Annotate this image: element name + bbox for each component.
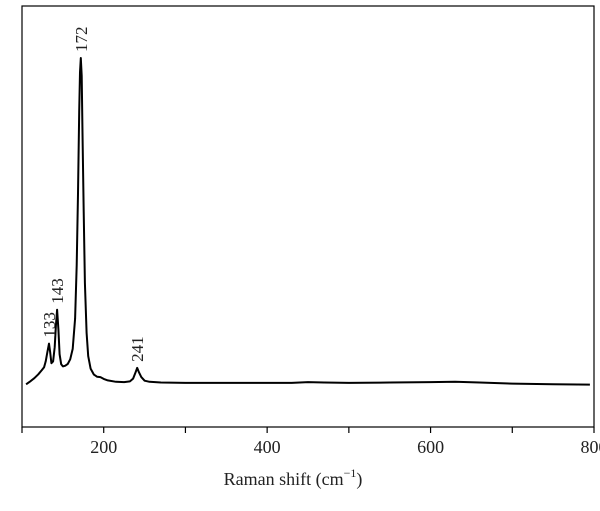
x-tick-label: 800 <box>581 437 600 457</box>
x-axis-title-main: Raman shift (cm <box>224 469 344 490</box>
peak-label: 143 <box>48 278 67 304</box>
x-tick-label: 200 <box>90 437 117 457</box>
x-axis-title: Raman shift (cm−1) <box>224 466 363 490</box>
x-axis-title-close: ) <box>356 469 362 490</box>
x-tick-label: 600 <box>417 437 444 457</box>
peak-label: 241 <box>128 336 147 362</box>
spectrum-line <box>25 57 590 386</box>
x-tick-label: 400 <box>254 437 281 457</box>
plot-frame <box>21 5 595 428</box>
peak-labels: 133 143 172 241 <box>40 27 147 362</box>
x-axis-ticks <box>21 427 595 433</box>
x-axis-tick-labels: 200 400 600 800 <box>90 437 600 457</box>
x-axis-title-superscript: −1 <box>344 466 357 480</box>
peak-label: 133 <box>40 312 59 338</box>
peak-label: 172 <box>72 27 91 53</box>
